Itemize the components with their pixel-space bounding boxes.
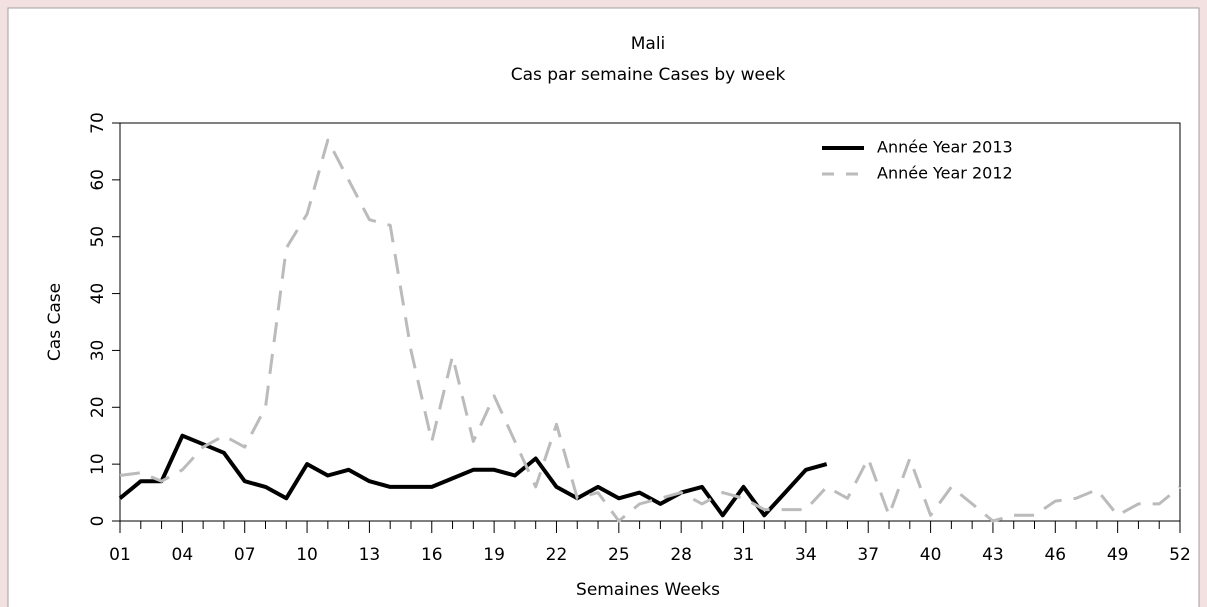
y-axis-label: Cas Case	[45, 283, 65, 361]
x-tick-label: 10	[296, 545, 318, 565]
legend-label: Année Year 2013	[877, 138, 1013, 157]
y-tick-label: 0	[88, 516, 108, 527]
x-tick-label: 28	[670, 545, 692, 565]
x-tick-label: 34	[795, 545, 817, 565]
x-axis-label: Semaines Weeks	[576, 580, 720, 600]
legend-label: Année Year 2012	[877, 164, 1013, 183]
x-tick-label: 01	[109, 545, 131, 565]
x-tick-label: 31	[733, 545, 755, 565]
chart-title: Mali	[631, 34, 666, 54]
x-tick-label: 07	[234, 545, 256, 565]
x-tick-label: 04	[172, 545, 194, 565]
y-tick-label: 20	[88, 396, 108, 418]
y-tick-label: 50	[88, 226, 108, 248]
y-tick-label: 40	[88, 283, 108, 305]
x-tick-label: 25	[608, 545, 630, 565]
y-tick-label: 70	[88, 112, 108, 134]
x-tick-label: 22	[546, 545, 568, 565]
x-tick-label: 43	[982, 545, 1004, 565]
x-tick-label: 13	[359, 545, 381, 565]
chart-subtitle: Cas par semaine Cases by week	[511, 65, 786, 85]
y-tick-label: 60	[88, 169, 108, 191]
y-tick-label: 30	[88, 340, 108, 362]
x-tick-label: 16	[421, 545, 443, 565]
plot-frame	[119, 122, 1181, 522]
series-line	[118, 433, 828, 518]
x-tick-label: 40	[920, 545, 942, 565]
x-tick-label: 37	[857, 545, 879, 565]
x-tick-label: 52	[1169, 545, 1191, 565]
y-tick-label: 10	[88, 453, 108, 475]
x-tick-label: 46	[1044, 545, 1066, 565]
panel	[7, 7, 1200, 607]
x-tick-label: 19	[483, 545, 505, 565]
series-line	[119, 138, 1181, 523]
x-tick-label: 49	[1107, 545, 1129, 565]
